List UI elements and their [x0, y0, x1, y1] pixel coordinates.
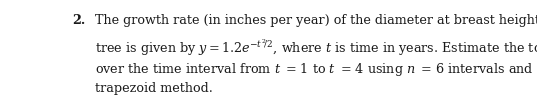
Text: tree is given by $y = 1.2e^{-t^2\!/2}$, where $t$ is time in years. Estimate the: tree is given by $y = 1.2e^{-t^2\!/2}$, …: [96, 37, 537, 58]
Text: trapezoid method.: trapezoid method.: [96, 82, 213, 96]
Text: The growth rate (in inches per year) of the diameter at breast height of a certa: The growth rate (in inches per year) of …: [96, 14, 537, 27]
Text: 2.: 2.: [72, 14, 85, 27]
Text: over the time interval from $t\,$ = 1 to $t\,$ = 4 using $n\,$ = 6 intervals and: over the time interval from $t\,$ = 1 to…: [96, 61, 537, 78]
